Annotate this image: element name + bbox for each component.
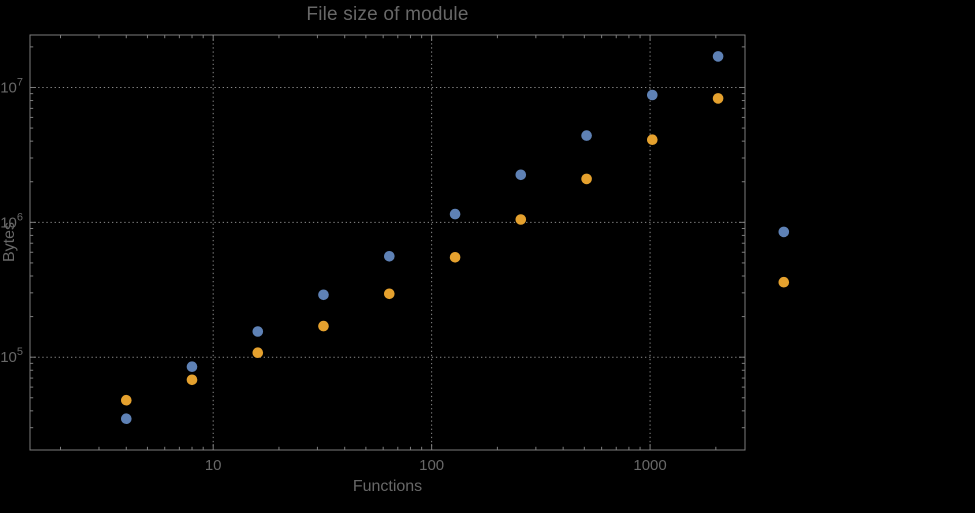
y-axis-label: Bytes (1, 221, 18, 263)
svg-text:105: 105 (0, 346, 23, 366)
data-points-blue-series (121, 51, 790, 425)
plot-frame (29, 34, 746, 451)
axis-ticks (30, 35, 745, 450)
svg-text:100: 100 (419, 457, 444, 474)
svg-text:1000: 1000 (633, 457, 666, 474)
chart-title: File size of module (306, 4, 469, 25)
x-axis-label: Functions (352, 478, 423, 495)
tick-labels: 10 100 1000 105 106 107 (0, 76, 667, 474)
svg-text:107: 107 (0, 76, 23, 96)
grid-lines (30, 35, 745, 450)
svg-text:10: 10 (205, 457, 222, 474)
svg-text:106: 106 (0, 211, 23, 231)
data-points-orange-series (121, 93, 790, 406)
